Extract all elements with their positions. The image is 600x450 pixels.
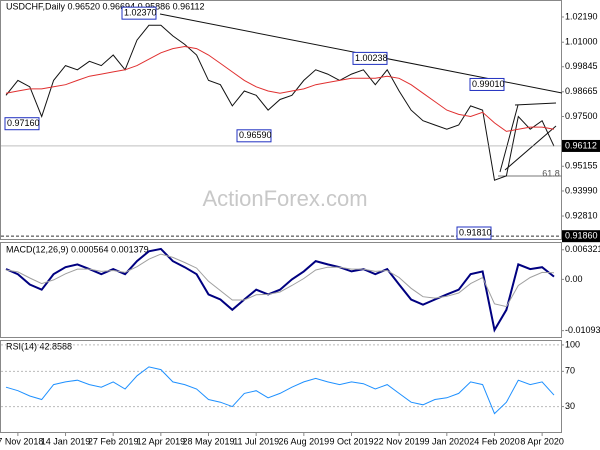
x-tick-label: 28 May 2019 (182, 436, 234, 446)
x-tick-label: 9 Oct 2019 (329, 436, 373, 446)
annotation-label: 0.99010 (472, 79, 505, 89)
price-label-box (562, 139, 600, 152)
series-line (5, 366, 555, 415)
annotation-label: 0.97160 (7, 118, 40, 128)
y-tick-label: 1.01000 (565, 37, 598, 47)
rsi-panel (0, 340, 562, 433)
macd-title: MACD(12,26,9) 0.000564 0.001379 (6, 244, 149, 254)
x-tick-label: 24 Feb 2020 (469, 436, 520, 446)
series-line (5, 253, 555, 308)
annotation-label: 1.02370 (124, 8, 157, 18)
annotation-label: 0.96590 (239, 130, 272, 140)
y-tick-label: 100 (565, 339, 580, 349)
annotation-box (236, 129, 272, 143)
x-tick-label: 27 Feb 2019 (88, 436, 139, 446)
x-tick-label: 11 Jul 2019 (233, 436, 279, 446)
x-tick-label: 12 Apr 2019 (137, 436, 186, 446)
annotation-label: 1.00238 (355, 53, 388, 63)
y-tick-label: 0.93990 (565, 185, 598, 195)
series-line (5, 24, 555, 181)
last-price-label: 0.96112 (565, 140, 597, 150)
y-tick-label: 0.95155 (565, 161, 598, 171)
annotation-box (456, 226, 492, 240)
fib-label: 61.8 (542, 168, 560, 178)
y-tick-label: 0.92810 (565, 210, 598, 220)
y-tick-label: 30 (565, 401, 575, 411)
macd-panel (0, 242, 562, 338)
x-tick-label: 9 Jan 2020 (425, 436, 470, 446)
price-label-box (562, 230, 600, 243)
y-tick-label: 0.99845 (565, 61, 598, 71)
x-tick-label: 8 Apr 2020 (520, 436, 564, 446)
annotation-box (352, 51, 388, 65)
x-tick-label: 14 Jan 2019 (41, 436, 91, 446)
y-tick-label: 70 (565, 366, 575, 376)
triangle-line (499, 104, 519, 173)
support-label: 0.91860 (565, 231, 598, 241)
annotation-box (121, 6, 157, 20)
y-tick-label: 0.00 (565, 274, 583, 284)
x-tick-label: 26 Aug 2019 (279, 436, 330, 446)
y-tick-label: 1.02190 (565, 11, 598, 21)
series-line (5, 45, 555, 132)
price-panel (0, 0, 562, 240)
annotation-label: 0.91810 (459, 227, 492, 237)
annotation-box (4, 117, 40, 131)
y-tick-label: 0.98665 (565, 86, 598, 96)
series-line (5, 247, 555, 333)
annotation-box (469, 77, 505, 91)
rsi-title: RSI(14) 42.8588 (6, 341, 72, 351)
y-tick-label: 0.006321 (565, 244, 600, 254)
chart-title: USDCHF,Daily 0.96520 0.96694 0.95886 0.9… (6, 1, 204, 11)
x-tick-label: 27 Nov 2018 (0, 436, 43, 446)
y-tick-label: 0.97500 (565, 111, 598, 121)
watermark: ActionForex.com (202, 186, 367, 211)
triangle-line (504, 125, 557, 171)
y-tick-label: -0.010939 (565, 325, 600, 335)
triangle-line (514, 102, 557, 106)
x-tick-label: 22 Nov 2019 (374, 436, 425, 446)
